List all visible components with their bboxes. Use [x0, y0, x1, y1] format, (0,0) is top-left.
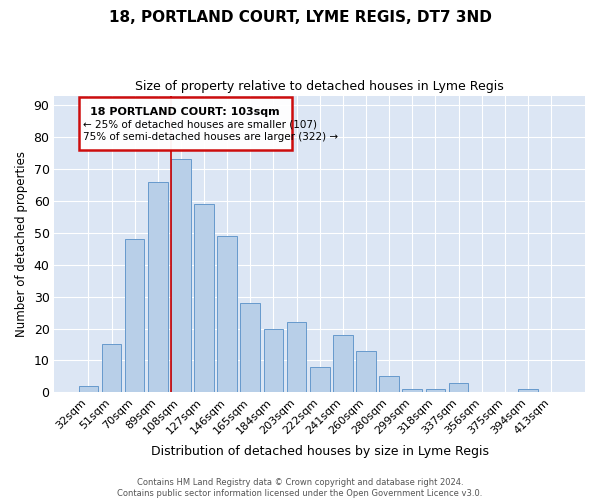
Bar: [217, 236, 237, 392]
Text: 18 PORTLAND COURT: 103sqm: 18 PORTLAND COURT: 103sqm: [91, 106, 280, 117]
Text: ← 25% of detached houses are smaller (107): ← 25% of detached houses are smaller (10…: [83, 120, 317, 130]
Bar: [310, 367, 329, 392]
Bar: [449, 383, 469, 392]
Bar: [79, 386, 98, 392]
Y-axis label: Number of detached properties: Number of detached properties: [15, 151, 28, 337]
Bar: [194, 204, 214, 392]
Bar: [356, 351, 376, 393]
Title: Size of property relative to detached houses in Lyme Regis: Size of property relative to detached ho…: [136, 80, 504, 93]
Bar: [518, 389, 538, 392]
Bar: [241, 303, 260, 392]
Bar: [333, 335, 353, 392]
Text: 75% of semi-detached houses are larger (322) →: 75% of semi-detached houses are larger (…: [83, 132, 338, 142]
Bar: [148, 182, 167, 392]
Bar: [263, 328, 283, 392]
Bar: [287, 322, 307, 392]
Text: Contains HM Land Registry data © Crown copyright and database right 2024.
Contai: Contains HM Land Registry data © Crown c…: [118, 478, 482, 498]
X-axis label: Distribution of detached houses by size in Lyme Regis: Distribution of detached houses by size …: [151, 444, 489, 458]
FancyBboxPatch shape: [79, 97, 292, 150]
Bar: [379, 376, 399, 392]
Bar: [125, 239, 145, 392]
Text: 18, PORTLAND COURT, LYME REGIS, DT7 3ND: 18, PORTLAND COURT, LYME REGIS, DT7 3ND: [109, 10, 491, 25]
Bar: [171, 160, 191, 392]
Bar: [425, 389, 445, 392]
Bar: [403, 389, 422, 392]
Bar: [101, 344, 121, 393]
